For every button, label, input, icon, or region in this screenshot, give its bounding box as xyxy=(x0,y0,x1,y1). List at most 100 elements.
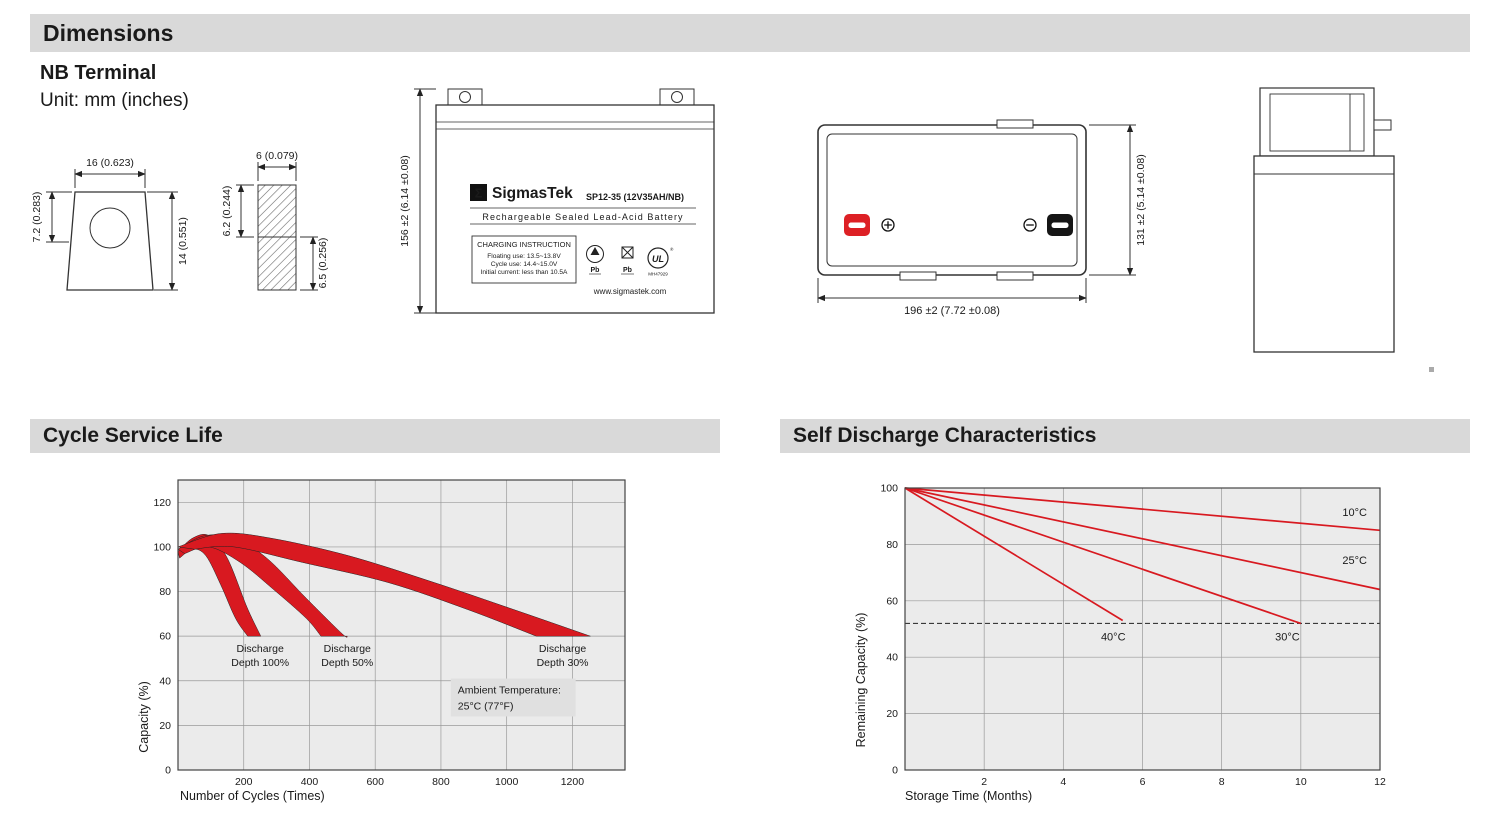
terminal-post-left-hole xyxy=(459,91,471,103)
x-tick-label: 1200 xyxy=(561,776,585,788)
band-label-line2: Depth 50% xyxy=(321,657,373,669)
pb-label-1: Pb xyxy=(591,267,600,274)
band-label-line1: Discharge xyxy=(324,643,371,655)
battery-body-outline xyxy=(435,104,715,314)
x-axis-label: Storage Time (Months) xyxy=(905,789,1032,803)
self-discharge-chart: 10°C 25°C 30°C 40°C 2 4 6 8 10 12 0 20 40 60 80 100 Rema… xyxy=(854,483,1386,804)
y-tick-label: 20 xyxy=(159,720,171,732)
battery-front-view: 156 ±2 (6.14 ±0.08) Σ SigmasTek SP12-35 … xyxy=(399,88,715,314)
recycle-arrows-glyph xyxy=(590,247,600,255)
cycle-service-life-chart: Discharge Depth 100% Discharge Depth 50% Dis… xyxy=(137,479,626,803)
y-tick-label: 40 xyxy=(159,675,171,687)
x-tick-label: 4 xyxy=(1060,776,1066,788)
case-tab-top xyxy=(996,119,1034,129)
model-number: SP12-35 (12V35AH/NB) xyxy=(586,192,684,202)
charging-line3: Initial current: less than 10.5A xyxy=(481,269,568,276)
brand-logo-mark xyxy=(470,184,487,201)
y-tick-label: 100 xyxy=(880,483,898,495)
page-mark xyxy=(1429,367,1434,372)
section-upper-dim: 6.2 (0.244) xyxy=(221,186,233,237)
x-tick-label: 6 xyxy=(1140,776,1146,788)
y-tick-label: 0 xyxy=(165,765,171,777)
x-axis-label: Number of Cycles (Times) xyxy=(180,789,325,803)
band-label-line1: Discharge xyxy=(237,643,284,655)
discharge-line xyxy=(904,487,1381,591)
ul-icon xyxy=(647,247,669,269)
annotation-line1: Ambient Temperature: xyxy=(458,685,561,697)
band-label-line1: Discharge xyxy=(539,643,586,655)
x-tick-label: 400 xyxy=(301,776,319,788)
discharge-line xyxy=(904,487,1124,622)
charging-line1: Floating use: 13.5~13.8V xyxy=(487,253,561,260)
ul-registered-mark: ® xyxy=(670,246,674,252)
charging-line2: Cycle use: 14.4~15.0V xyxy=(491,261,558,268)
terminal-detail-drawing: 16 (0.623) 7.2 (0.283) 14 (0.551) 6 (0.0… xyxy=(31,150,329,291)
x-tick-label: 1000 xyxy=(495,776,519,788)
x-tick-label: 600 xyxy=(366,776,384,788)
pb-label-2: Pb xyxy=(623,267,632,274)
section-title-cycle: Cycle Service Life xyxy=(43,424,223,447)
charging-instruction-title: CHARGING INSTRUCTION xyxy=(477,240,571,249)
y-tick-label: 120 xyxy=(153,497,171,509)
discharge-line xyxy=(904,487,1302,625)
y-axis-label: Remaining Capacity (%) xyxy=(854,613,868,748)
ul-code: MH47929 xyxy=(648,272,668,277)
positive-terminal-slot xyxy=(848,222,866,228)
crossed-bin-icon xyxy=(621,246,634,259)
brand-name: SigmasTek xyxy=(492,185,573,202)
y-tick-label: 100 xyxy=(153,541,171,553)
section-title-dimensions: Dimensions xyxy=(43,19,174,46)
section-header-dimensions: Dimensions xyxy=(30,14,1470,52)
top-view-width-dim: 196 ±2 (7.72 ±0.08) xyxy=(904,305,1000,317)
y-tick-label: 80 xyxy=(886,539,898,551)
series-label: 30°C xyxy=(1275,631,1300,643)
battery-type-line: Rechargeable Sealed Lead-Acid Battery xyxy=(482,212,683,222)
y-tick-label: 60 xyxy=(886,595,898,607)
side-bracket-inner xyxy=(1269,93,1365,152)
section-title-self-discharge: Self Discharge Characteristics xyxy=(793,424,1097,447)
series-label: 10°C xyxy=(1342,507,1367,519)
section-width-dim: 6 (0.079) xyxy=(256,150,298,162)
section-header-cycle-service-life: Cycle Service Life xyxy=(30,419,720,453)
band-label-line2: Depth 100% xyxy=(231,657,289,669)
annotation-line2: 25°C (77°F) xyxy=(458,701,514,713)
x-tick-label: 800 xyxy=(432,776,450,788)
case-tab-bottom-right xyxy=(996,271,1034,281)
case-tab-bottom-left xyxy=(899,271,937,281)
terminal-width-dim: 16 (0.623) xyxy=(86,157,134,169)
battery-top-view: 196 ±2 (7.72 ±0.08) 131 ±2 (5.14 ±0.08) xyxy=(817,119,1147,317)
plot-border xyxy=(904,487,1381,771)
y-tick-label: 80 xyxy=(159,586,171,598)
side-terminal-pin xyxy=(1373,119,1392,131)
y-tick-label: 40 xyxy=(886,652,898,664)
x-tick-label: 200 xyxy=(235,776,253,788)
discharge-band xyxy=(177,534,262,637)
recycle-pb-icon xyxy=(586,245,604,263)
terminal-post-right-hole xyxy=(671,91,683,103)
battery-side-view xyxy=(1253,87,1395,353)
terminal-bolt-hole xyxy=(89,207,131,249)
discharge-line xyxy=(904,487,1381,532)
y-tick-label: 20 xyxy=(886,708,898,720)
section-header-self-discharge: Self Discharge Characteristics xyxy=(780,419,1470,453)
annotation-box xyxy=(450,678,576,717)
top-view-inner-outline xyxy=(826,133,1078,267)
minus-symbol xyxy=(1023,218,1037,232)
section-lower-dim: 6.5 (0.256) xyxy=(317,238,329,289)
x-tick-label: 10 xyxy=(1295,776,1307,788)
terminal-upper-height-dim: 7.2 (0.283) xyxy=(31,192,43,243)
website-text: www.sigmastek.com xyxy=(593,287,667,296)
y-axis-label: Capacity (%) xyxy=(137,681,151,753)
negative-terminal-slot xyxy=(1051,222,1069,228)
y-tick-label: 0 xyxy=(892,765,898,777)
terminal-height-dim: 14 (0.551) xyxy=(177,217,189,265)
top-view-depth-dim: 131 ±2 (5.14 ±0.08) xyxy=(1135,154,1147,246)
charging-instruction-box xyxy=(471,235,577,284)
side-body-outline xyxy=(1253,155,1395,353)
terminal-type-heading: NB Terminal xyxy=(40,62,157,84)
brand-logo-sigma: Σ xyxy=(475,186,483,201)
x-tick-label: 2 xyxy=(981,776,987,788)
battery-height-dim: 156 ±2 (6.14 ±0.08) xyxy=(399,155,411,247)
unit-note: Unit: mm (inches) xyxy=(40,90,189,111)
x-tick-label: 12 xyxy=(1374,776,1386,788)
